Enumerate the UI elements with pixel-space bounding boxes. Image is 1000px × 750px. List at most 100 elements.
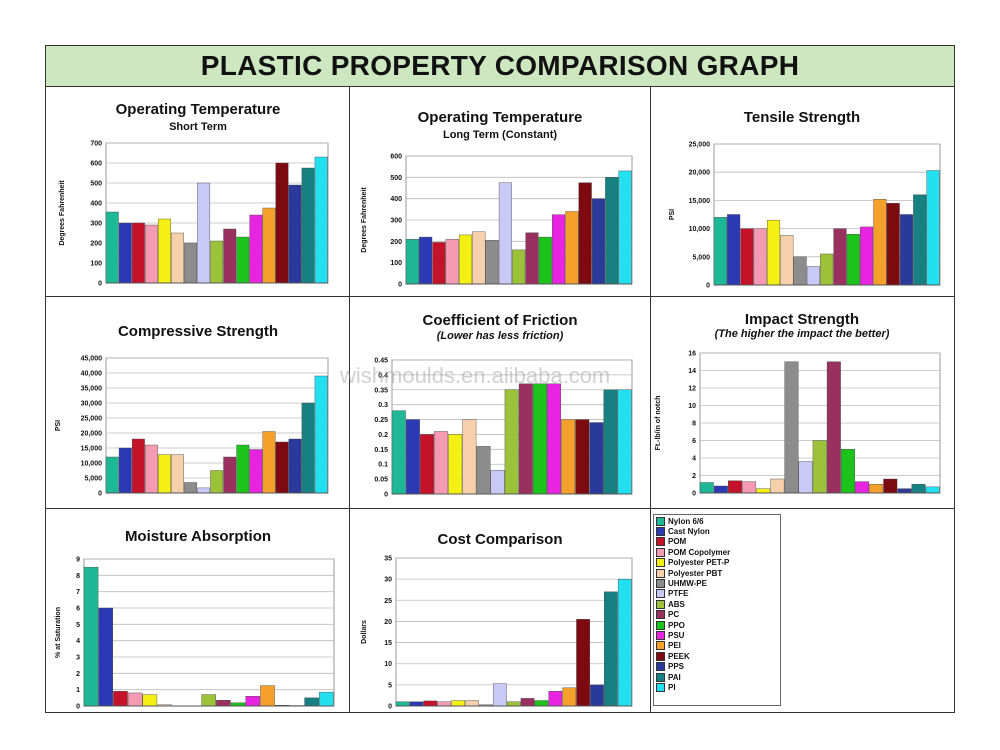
bar-polyester-pbt	[770, 478, 785, 494]
bar-pai	[604, 591, 618, 707]
bar-polyester-pet-p	[756, 488, 771, 494]
y-tick-label: 0.35	[374, 387, 388, 394]
bar-pom	[131, 438, 145, 494]
bar-pi	[314, 375, 328, 494]
bar-polyester-pbt	[171, 454, 184, 494]
y-tick-label: 14	[688, 368, 696, 375]
y-tick-label: 100	[390, 260, 402, 267]
bar-pi	[617, 578, 632, 707]
legend-item: POM	[656, 537, 778, 547]
bar-pai	[605, 177, 619, 285]
bar-pom-copolymer	[127, 692, 143, 707]
bar-polyester-pet-p	[766, 219, 781, 286]
bar-pi	[925, 486, 940, 494]
bar-pei	[869, 484, 884, 494]
chart-title: Impact Strength	[745, 311, 859, 328]
legend-swatch	[656, 630, 665, 640]
y-tick-label: 0.15	[374, 447, 388, 454]
y-tick-label: 25,000	[689, 142, 711, 149]
bar-polyester-pet-p	[158, 218, 171, 284]
legend-item: Cast Nylon	[656, 526, 778, 537]
legend-item: POM Copolymer	[656, 547, 778, 557]
y-tick-label: 5,000	[692, 254, 710, 261]
y-tick-label: 20	[384, 619, 392, 626]
bar-polyester-pet-p	[458, 234, 473, 285]
bar-pps	[590, 684, 604, 707]
grid-divider	[46, 508, 954, 509]
bar-ptfe	[498, 182, 512, 285]
bar-polyester-pet-p	[142, 694, 158, 707]
y-tick-label: 0	[692, 491, 696, 498]
y-tick-label: 8	[692, 421, 696, 428]
legend-swatch	[656, 641, 665, 651]
legend-item: Polyester PET-P	[656, 558, 778, 568]
bar-uhmw-pe	[485, 240, 499, 285]
y-tick-label: 12	[688, 386, 696, 393]
bar-abs	[504, 389, 519, 495]
y-tick-label: 4	[692, 456, 696, 463]
y-tick-label: 400	[390, 196, 402, 203]
bar-pom-copolymer	[144, 224, 158, 284]
legend-label: ABS	[668, 599, 685, 609]
bar-uhmw-pe	[476, 446, 491, 495]
y-tick-label: 20,000	[689, 170, 711, 177]
bar-pai	[301, 167, 315, 284]
bar-psu	[245, 696, 261, 707]
legend-label: PSU	[668, 630, 685, 640]
bar-pom	[423, 700, 438, 707]
bar-pc	[518, 383, 533, 495]
bar-cast-nylon	[118, 222, 132, 284]
bar-ptfe	[490, 469, 505, 495]
bar-peek	[275, 441, 289, 494]
y-tick-label: 400	[90, 201, 102, 208]
bar-uhmw-pe	[784, 361, 799, 494]
y-tick-label: 5	[388, 682, 392, 689]
bar-abs	[512, 249, 526, 285]
bar-polyester-pbt	[171, 232, 184, 284]
y-tick-label: 0.1	[378, 462, 388, 469]
grid-divider	[46, 296, 954, 297]
bar-psu	[547, 383, 562, 495]
legend-label: PTFE	[668, 589, 689, 599]
legend-label: PEEK	[668, 651, 690, 661]
bar-uhmw-pe	[184, 482, 198, 494]
y-axis-label: % at Saturation	[55, 607, 62, 658]
bar-peek	[578, 182, 592, 285]
bar-pom	[131, 222, 145, 284]
bar-pps	[288, 184, 302, 284]
bar-psu	[860, 226, 874, 286]
legend-item: Nylon 6/6	[656, 516, 778, 526]
bar-nylon-6-6	[105, 456, 119, 494]
legend-label: Polyester PBT	[668, 568, 723, 578]
chart-1: Operating Temperature Short Term 0 100 200 30…	[59, 101, 329, 288]
y-tick-label: 10	[688, 403, 696, 410]
bar-pi	[617, 389, 632, 495]
legend-swatch	[656, 547, 665, 557]
y-tick-label: 15	[384, 640, 392, 647]
bar-cast-nylon	[405, 419, 420, 495]
y-tick-label: 25	[384, 598, 392, 605]
legend-item: Polyester PBT	[656, 568, 778, 578]
page-title: PLASTIC PROPERTY COMPARISON GRAPH	[200, 50, 800, 81]
y-tick-label: 10,000	[689, 226, 711, 233]
legend: Nylon 6/6 Cast Nylon POM POM Copolymer Polye…	[653, 514, 781, 706]
bar-abs	[812, 440, 827, 494]
bar-pom	[740, 228, 754, 286]
bar-pom	[113, 691, 128, 707]
chart-2: Operating Temperature Long Term (Constant…	[361, 109, 633, 289]
bar-cast-nylon	[727, 214, 741, 286]
bar-peek	[275, 162, 289, 284]
bar-pom	[420, 434, 434, 495]
chart-3: Tensile Strength 0 5,000 10,000 15,000 20,000…	[669, 109, 941, 290]
bar-uhmw-pe	[184, 242, 198, 284]
y-tick-label: 25,000	[81, 416, 103, 423]
y-axis-label: Dollars	[361, 620, 368, 644]
y-tick-label: 0	[384, 492, 388, 499]
y-tick-label: 6	[76, 606, 80, 613]
y-axis-label: PSI	[669, 209, 676, 220]
y-tick-label: 30	[384, 577, 392, 584]
legend-item: PI	[656, 682, 778, 692]
bar-pei	[262, 207, 276, 284]
legend-swatch	[656, 662, 665, 672]
